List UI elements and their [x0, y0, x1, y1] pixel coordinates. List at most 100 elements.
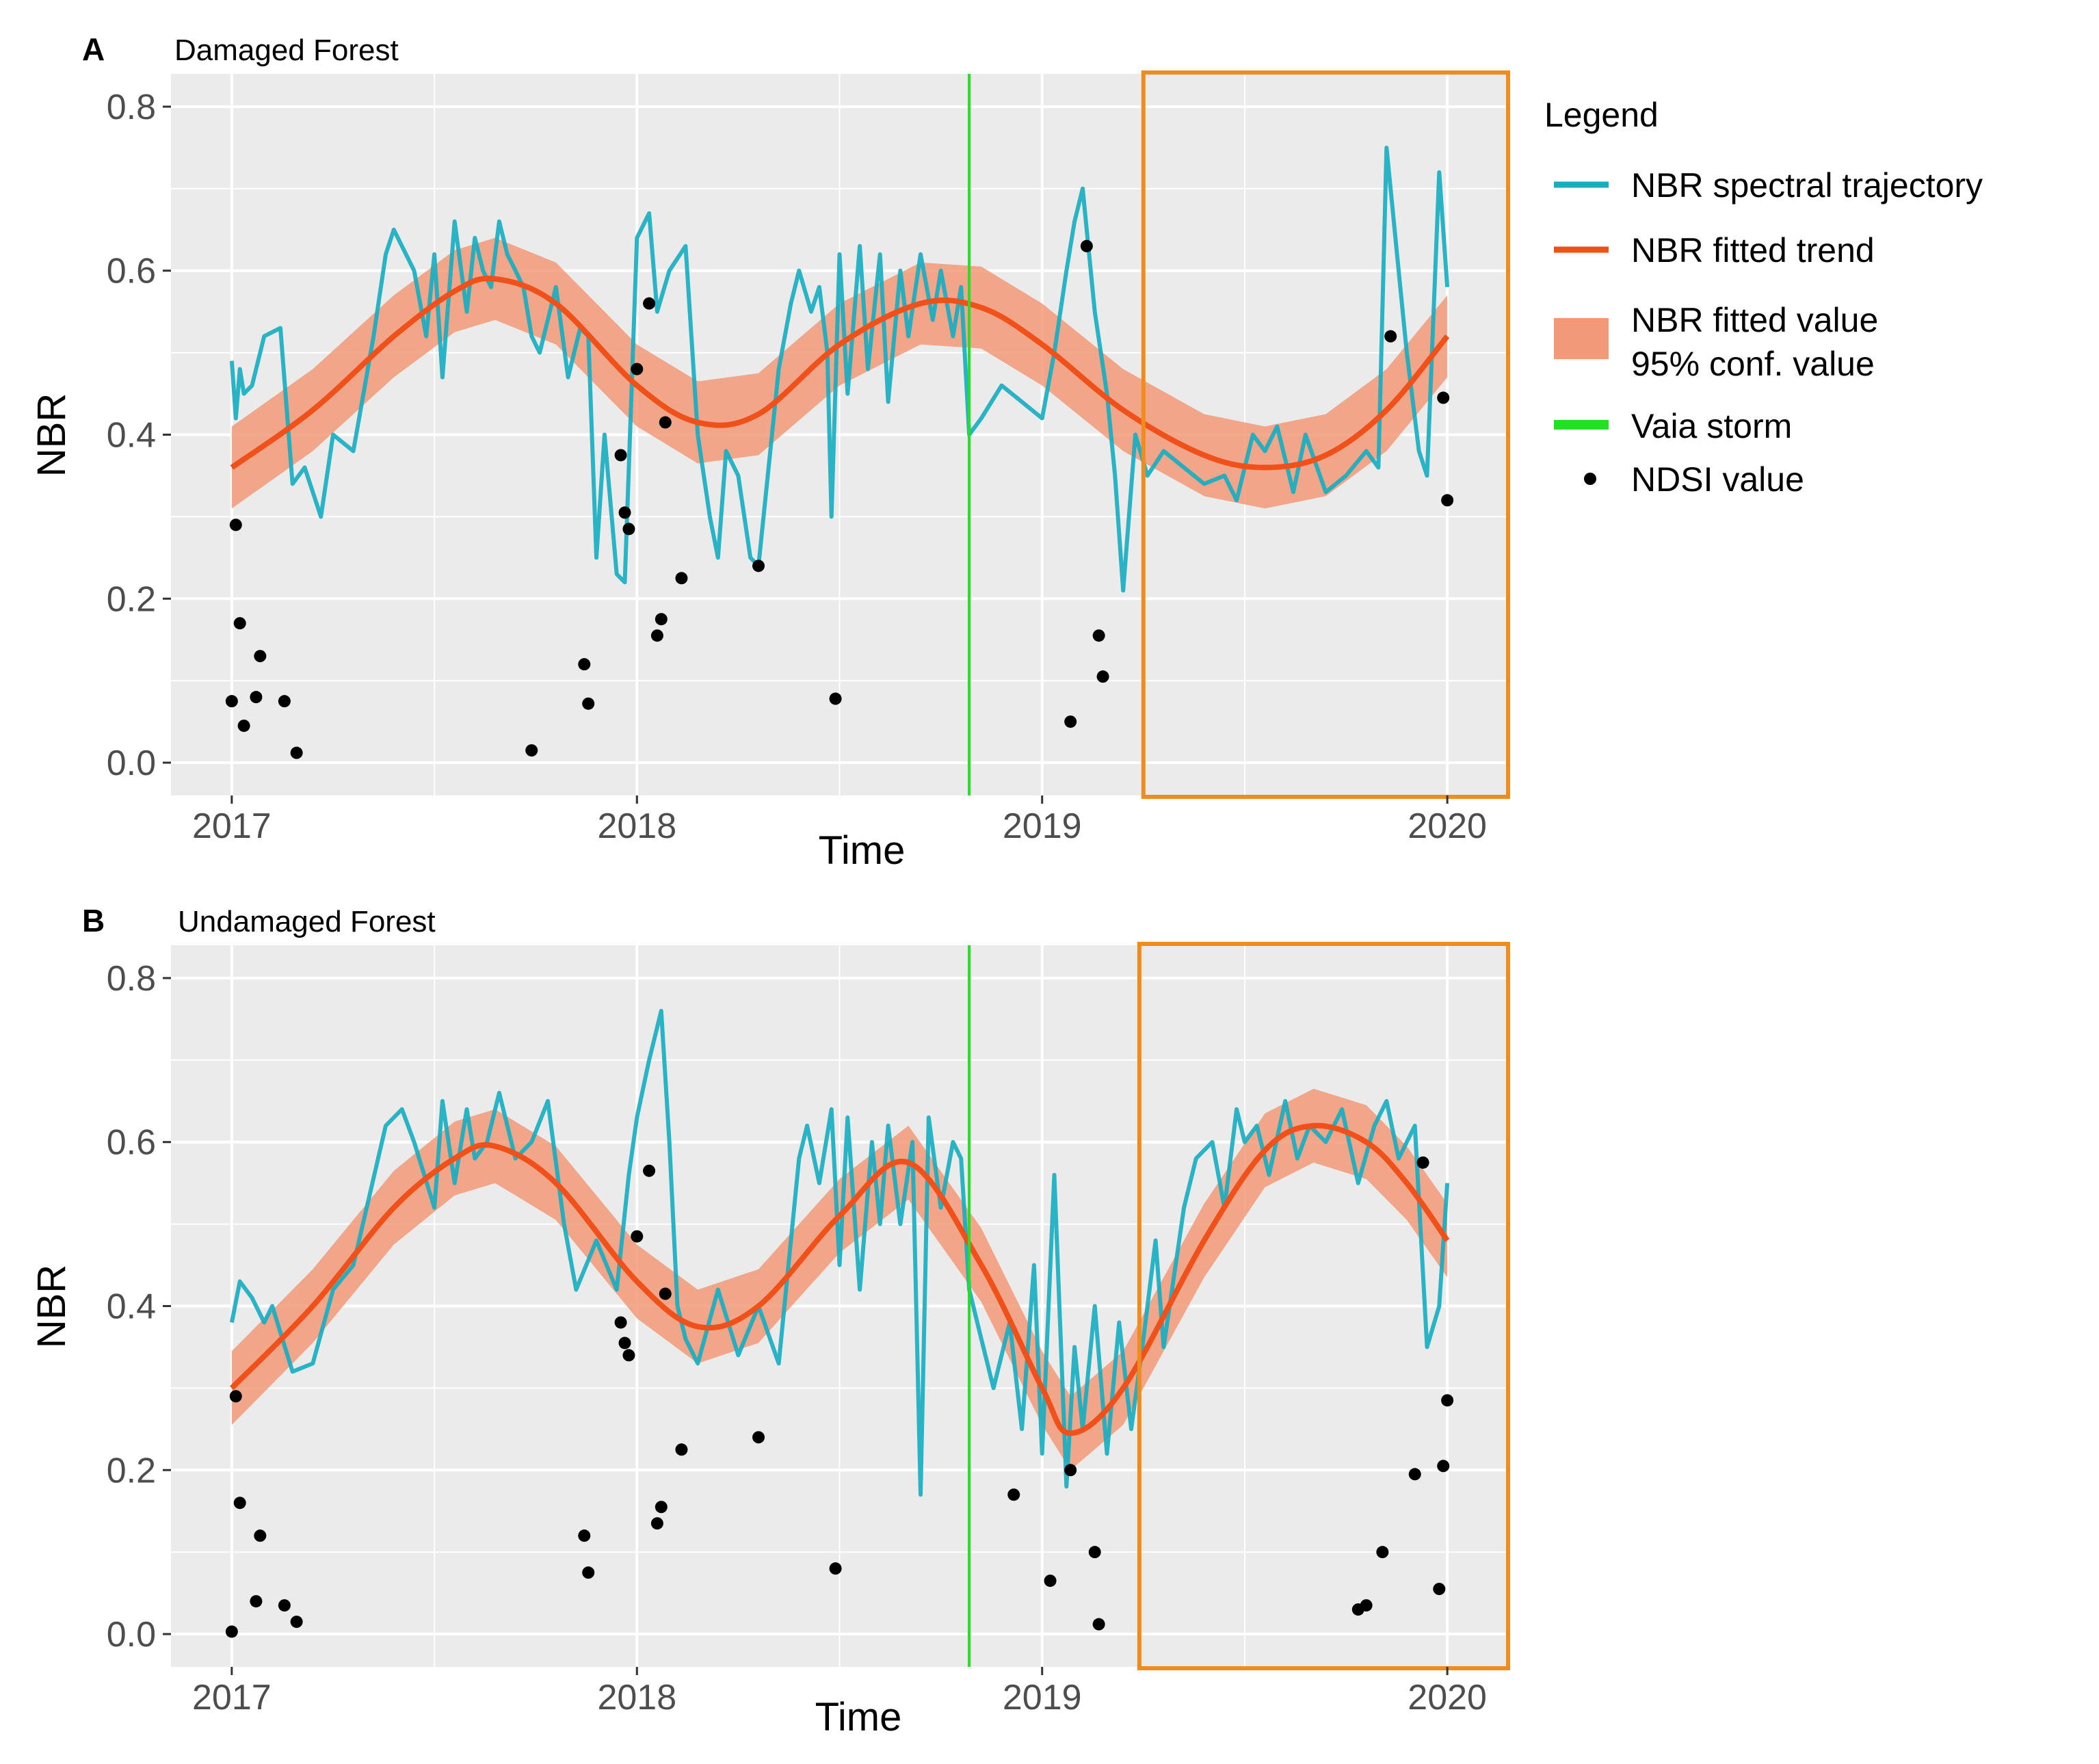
y-tick-label: 0.0: [107, 1615, 156, 1655]
x-tick-label: 2018: [597, 806, 676, 846]
ndsi-point: [233, 617, 246, 630]
x-tick-labels: 2017 2018 2019 2020: [192, 1667, 1487, 1717]
y-tick-label: 0.8: [107, 959, 156, 999]
band-key: [1554, 318, 1609, 359]
x-tick-label: 2017: [192, 806, 272, 846]
ndsi-point: [582, 697, 595, 710]
y-tick-label: 0.2: [107, 1451, 156, 1490]
x-tick-label: 2019: [1003, 1678, 1082, 1717]
ndsi-point: [1437, 1460, 1450, 1473]
trend-series: [230, 1122, 1450, 1436]
panel-subtitle: Undamaged Forest: [178, 905, 436, 938]
ndsi-point: [254, 1529, 267, 1542]
ndsi-point: [614, 1316, 627, 1329]
ndsi-points: [225, 239, 1454, 759]
ndsi-point: [1384, 330, 1397, 343]
ndsi-point: [1044, 1575, 1057, 1588]
ndsi-point: [631, 363, 644, 376]
ndsi-point: [618, 506, 631, 519]
legend-item-band: NBR fitted value 95% conf. value: [1554, 301, 1878, 383]
panel-a: A Damaged Forest 0.00.20.40.60.8 2017 201…: [29, 31, 1511, 873]
ndsi-point: [614, 449, 627, 462]
ndsi-point: [229, 1390, 242, 1403]
ndsi-point: [655, 613, 668, 626]
ndsi-point: [578, 658, 591, 671]
ndsi-point: [1441, 494, 1454, 507]
ndsi-point: [643, 1164, 656, 1177]
trend-series: [230, 276, 1450, 471]
ndsi-point: [622, 523, 635, 536]
ndsi-point: [752, 560, 765, 572]
confidence-band: [231, 1088, 1448, 1471]
ndsi-point: [1441, 1394, 1454, 1407]
legend-item-ndsi: NDSI value: [1584, 460, 1804, 499]
legend-item-trajectory: NBR spectral trajectory: [1554, 166, 1983, 205]
ndsi-point: [1408, 1468, 1421, 1481]
ndsi-point: [290, 1616, 303, 1629]
ndsi-point: [650, 629, 663, 642]
legend-label: Vaia storm: [1631, 407, 1792, 445]
ndsi-point: [1007, 1488, 1020, 1501]
ndsi-point: [1092, 629, 1105, 642]
ndsi-point: [752, 1431, 765, 1444]
ndsi-point: [655, 1501, 668, 1514]
legend: Legend NBR spectral trajectory NBR fitted…: [1544, 96, 1983, 499]
panel-letter: B: [82, 903, 105, 938]
ndsi-point: [1080, 239, 1093, 252]
trajectory-series: [229, 1008, 1450, 1497]
panel-b: B Undamaged Forest 0.00.20.40.60.8 2017 2…: [29, 903, 1510, 1739]
y-tick-label: 0.4: [107, 1287, 156, 1327]
y-tick-label: 0.2: [107, 579, 156, 619]
x-tick-label: 2020: [1408, 806, 1487, 846]
ndsi-point: [1092, 1618, 1105, 1631]
legend-item-storm: Vaia storm: [1554, 407, 1792, 445]
ndsi-point: [1416, 1156, 1429, 1169]
highlight-box: [1137, 942, 1510, 1670]
ndsi-point: [622, 1349, 635, 1362]
ndsi-point: [675, 572, 688, 585]
x-tick-label: 2017: [192, 1678, 272, 1717]
ndsi-point: [250, 1595, 263, 1608]
ndsi-point: [254, 650, 267, 663]
highlight-rect: [1137, 942, 1510, 1670]
x-tick-label: 2018: [597, 1678, 676, 1717]
trajectory-line: [229, 1008, 1450, 1497]
ndsi-point: [1064, 1464, 1077, 1477]
ndsi-point: [233, 1497, 246, 1510]
ndsi-key: [1584, 473, 1596, 485]
ndsi-point: [237, 720, 250, 733]
panel-letter: A: [82, 31, 105, 67]
legend-label: NBR fitted trend: [1631, 231, 1875, 269]
ndsi-point: [1360, 1599, 1373, 1612]
gridlines: [171, 74, 1508, 795]
ndsi-point: [278, 1599, 291, 1612]
ndsi-point: [525, 744, 538, 757]
y-tick-label: 0.8: [107, 88, 156, 127]
y-tick-label: 0.6: [107, 1123, 156, 1163]
ndsi-point: [1376, 1546, 1389, 1559]
highlight-rect: [1141, 70, 1511, 799]
x-axis-title: Time: [819, 828, 906, 873]
y-tick-label: 0.6: [107, 252, 156, 291]
legend-label: NDSI value: [1631, 460, 1804, 499]
ndsi-point: [225, 1625, 238, 1638]
ndsi-point: [250, 691, 263, 704]
trend-line: [230, 276, 1450, 471]
legend-item-trend: NBR fitted trend: [1554, 231, 1875, 269]
x-axis-title: Time: [815, 1695, 902, 1739]
ndsi-point: [225, 695, 238, 708]
ndsi-point: [578, 1529, 591, 1542]
ndsi-point: [659, 1287, 672, 1300]
storm-key: [1554, 420, 1609, 430]
trajectory-line: [229, 145, 1450, 593]
y-tick-label: 0.0: [107, 743, 156, 783]
confidence-band-area: [231, 1088, 1448, 1471]
x-tick-label: 2020: [1408, 1678, 1487, 1717]
x-tick-label: 2019: [1003, 806, 1082, 846]
trend-line: [230, 1122, 1450, 1436]
legend-label: NBR fitted value: [1631, 301, 1878, 339]
ndsi-point: [618, 1337, 631, 1350]
ndsi-point: [278, 695, 291, 708]
ndsi-point: [829, 692, 842, 705]
panel-subtitle: Damaged Forest: [174, 34, 399, 67]
